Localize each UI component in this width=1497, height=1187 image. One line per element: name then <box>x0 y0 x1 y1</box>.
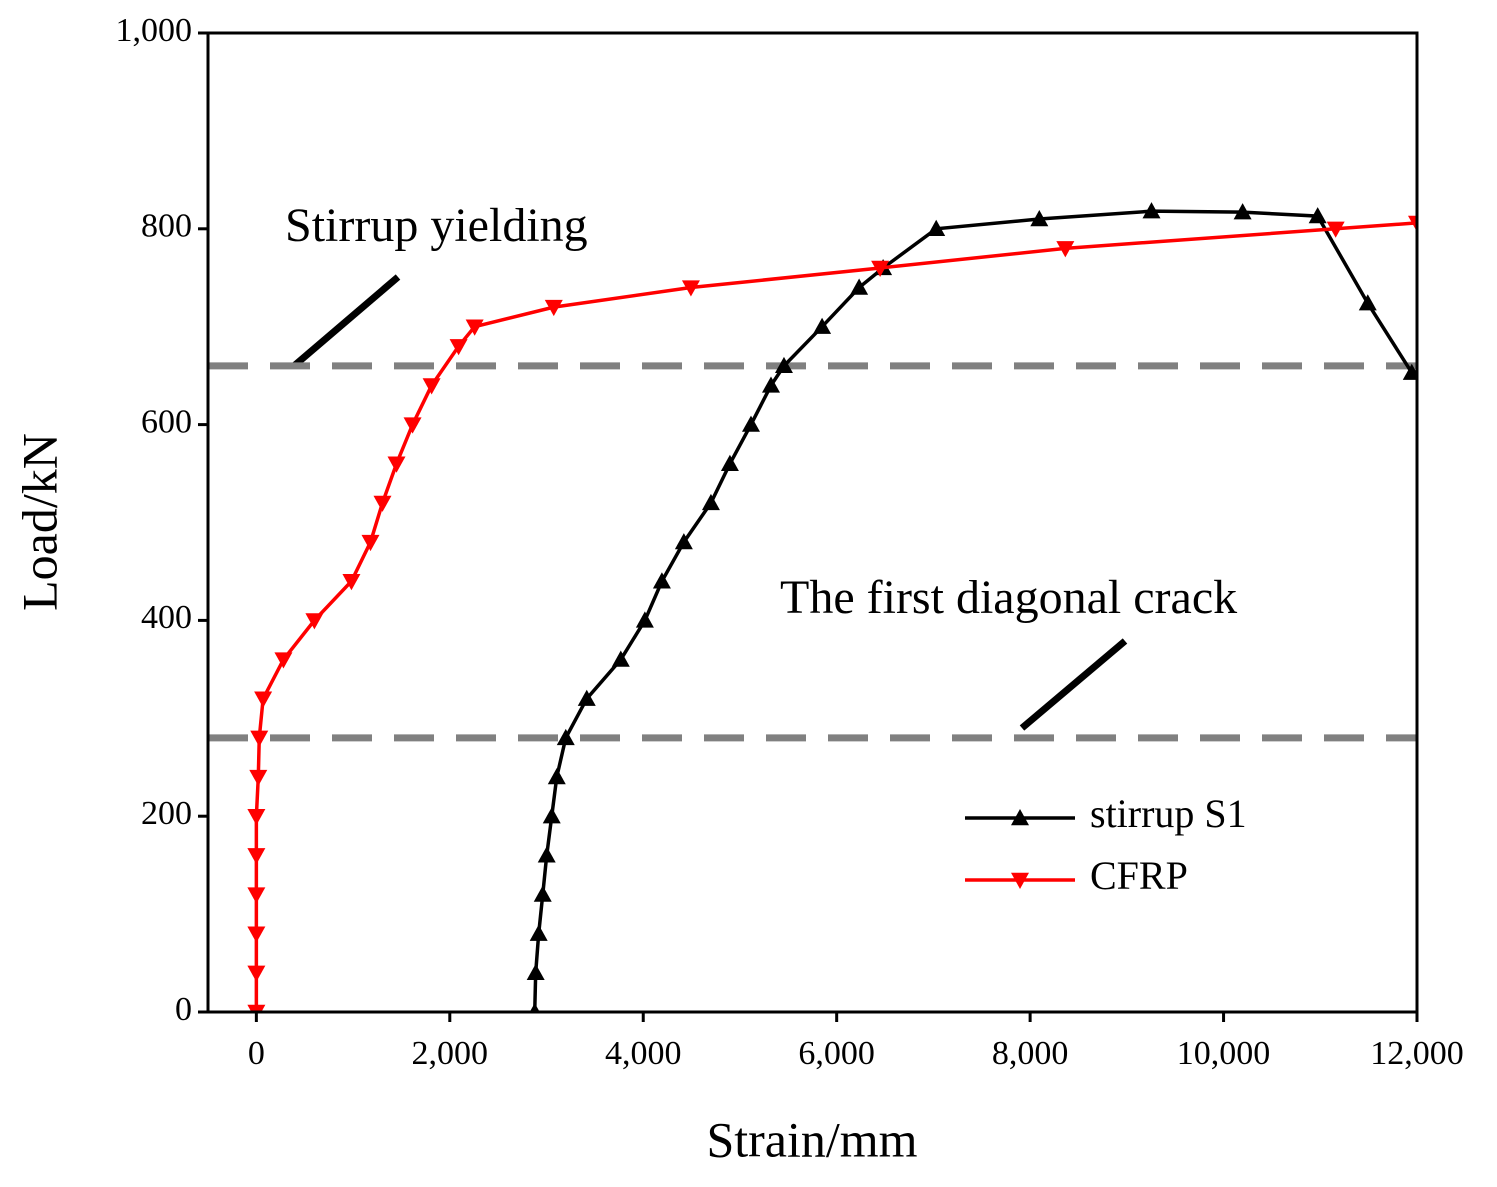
series-line <box>532 209 1414 1012</box>
marker <box>1142 202 1161 219</box>
y-axis-title: Load/kN <box>11 433 67 611</box>
legend-marker <box>1011 872 1029 889</box>
marker <box>342 574 361 591</box>
marker <box>529 1003 540 1012</box>
y-tick-label: 600 <box>141 403 192 440</box>
legend-marker <box>1011 809 1029 826</box>
marker <box>1233 203 1252 220</box>
marker <box>1326 221 1345 238</box>
marker <box>250 730 269 747</box>
x-tick-label: 6,000 <box>798 1035 875 1072</box>
marker <box>247 848 266 865</box>
legend-label: CFRP <box>1090 853 1188 898</box>
marker <box>1056 241 1075 258</box>
marker <box>247 965 266 982</box>
marker <box>813 317 832 334</box>
marker <box>247 887 266 904</box>
marker <box>373 495 392 512</box>
marker <box>403 417 422 434</box>
y-tick-label: 800 <box>141 208 192 245</box>
marker <box>465 319 484 336</box>
marker <box>449 339 468 356</box>
y-tick-label: 200 <box>141 795 192 832</box>
marker <box>556 728 575 746</box>
marker <box>1308 207 1327 224</box>
marker <box>871 260 890 277</box>
marker <box>247 1004 266 1012</box>
x-tick-label: 12,000 <box>1370 1035 1464 1072</box>
marker <box>537 846 556 863</box>
marker <box>422 378 441 395</box>
marker <box>850 278 869 295</box>
marker <box>701 493 720 511</box>
x-tick-label: 0 <box>248 1035 265 1072</box>
marker <box>247 809 266 826</box>
marker <box>611 650 630 667</box>
x-tick-label: 4,000 <box>605 1035 682 1072</box>
marker <box>533 885 552 902</box>
marker <box>1358 294 1377 311</box>
marker <box>529 924 548 941</box>
pointer <box>1019 638 1128 731</box>
x-tick-label: 10,000 <box>1177 1035 1271 1072</box>
marker <box>927 219 946 236</box>
y-tick-label: 400 <box>141 599 192 636</box>
x-axis-title: Strain/mm <box>706 1111 917 1167</box>
annotation: The first diagonal crack <box>780 571 1237 624</box>
marker <box>361 534 380 552</box>
marker <box>542 807 561 824</box>
x-tick-label: 8,000 <box>992 1035 1069 1072</box>
marker <box>1402 363 1417 380</box>
y-tick-label: 1,000 <box>116 12 193 49</box>
marker <box>720 454 739 471</box>
marker <box>274 652 293 669</box>
marker <box>1030 210 1049 227</box>
marker <box>681 280 700 297</box>
marker <box>674 533 693 550</box>
marker <box>774 356 793 374</box>
marker <box>526 963 545 981</box>
plot-frame <box>206 31 1419 1014</box>
marker <box>247 926 266 943</box>
marker <box>762 376 781 393</box>
marker <box>577 689 596 706</box>
marker <box>305 613 324 630</box>
marker <box>547 768 566 785</box>
marker <box>254 691 273 708</box>
pointer <box>292 274 401 368</box>
marker <box>1408 215 1417 232</box>
marker <box>652 572 671 589</box>
marker <box>387 456 406 473</box>
marker <box>544 299 563 317</box>
legend-label: stirrup S1 <box>1090 791 1247 836</box>
y-tick-label: 0 <box>175 991 192 1028</box>
marker <box>635 611 654 628</box>
annotation: Stirrup yielding <box>285 199 588 252</box>
marker <box>249 769 268 787</box>
x-tick-label: 2,000 <box>412 1035 489 1072</box>
marker <box>741 415 760 432</box>
